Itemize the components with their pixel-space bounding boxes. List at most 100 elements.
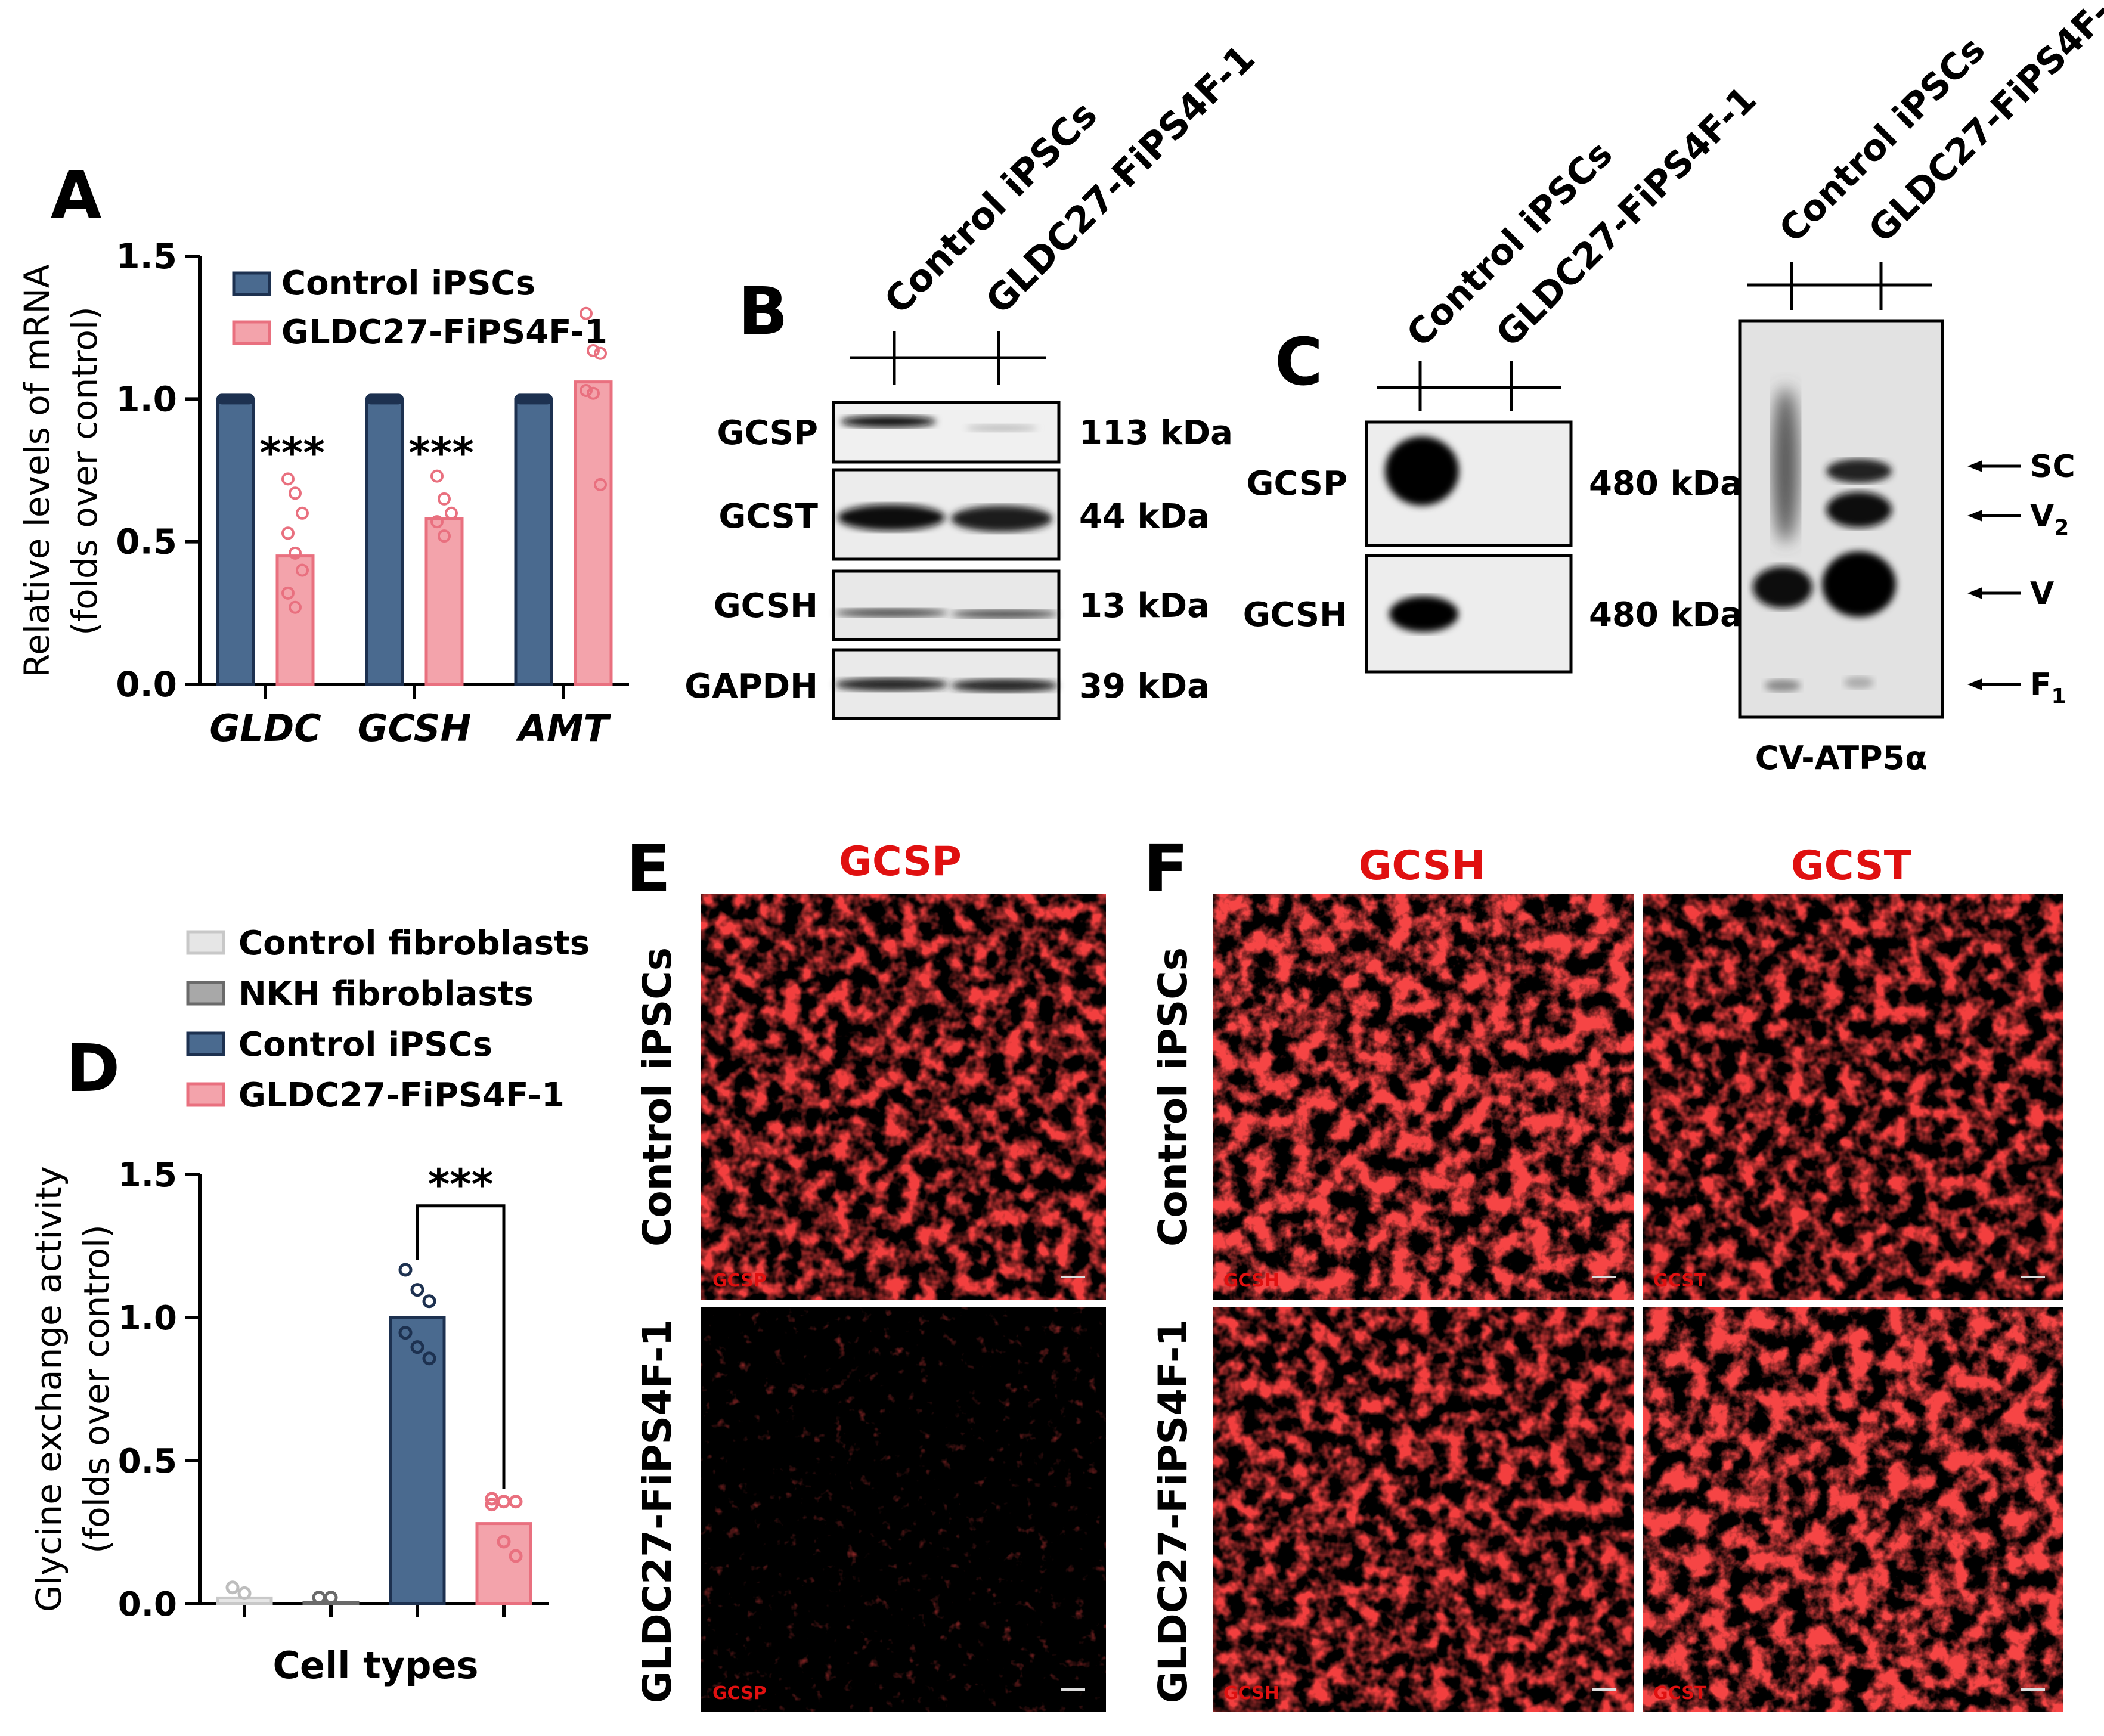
- image-tag: GCSH: [1223, 1683, 1279, 1704]
- fluorescence-image: GCST: [1643, 894, 2063, 1300]
- data-point: [438, 492, 451, 506]
- legend-swatch: [232, 320, 271, 345]
- data-point: [445, 506, 458, 520]
- panel-b-row-labels: GCSP GCST GCSH GAPDH 113 kDa 44 kDa 13 k…: [684, 414, 1233, 706]
- blot-label: GAPDH: [684, 667, 818, 706]
- data-point: [587, 386, 600, 400]
- blot-size: 113 kDa: [1079, 414, 1233, 452]
- x-tick-label: GCSH: [358, 706, 472, 750]
- data-point: [497, 1495, 511, 1509]
- image-tag: GCSP: [712, 1270, 767, 1291]
- panel-c-letter: C: [1275, 324, 1323, 400]
- blot-label: GCSH: [714, 587, 818, 625]
- marker-arrow: V2: [1967, 498, 2069, 540]
- image-tag: GCST: [1653, 1683, 1707, 1704]
- fluorescence-image: GCSP: [701, 894, 1106, 1300]
- native-blot-label: GCSH: [1243, 596, 1347, 634]
- bar: [389, 1316, 446, 1605]
- native-blot-gcsp: [1365, 420, 1573, 547]
- native-blot-label: GCSP: [1247, 464, 1347, 503]
- mrna-bar-chart: 0.0 0.5 1.0 1.5 Relative levels of mRNA (fold…: [17, 236, 629, 750]
- legend-swatch: [232, 271, 271, 296]
- legend-label: Control fibroblasts: [238, 924, 590, 963]
- panel-b-letter: B: [738, 273, 788, 349]
- marker-label: V: [2030, 576, 2054, 612]
- fluorescence-image: GCSH: [1213, 1307, 1634, 1712]
- panel-f-column-title: GCST: [1791, 842, 1912, 889]
- fluorescence-image: GCST: [1643, 1307, 2063, 1712]
- significance-bracket: [416, 1204, 506, 1489]
- bar: [216, 397, 255, 686]
- significance-label: ***: [408, 429, 474, 478]
- legend-label: Control iPSCs: [281, 264, 535, 303]
- y-tick-label: 0.5: [116, 522, 177, 562]
- panel-f-letter: F: [1144, 830, 1188, 907]
- fluorescence-image: GCSH: [1213, 894, 1634, 1300]
- data-point: [430, 469, 444, 483]
- data-point: [398, 1326, 413, 1340]
- blot-label: GCST: [718, 497, 818, 536]
- legend-label: NKH fibroblasts: [238, 975, 534, 1013]
- data-point: [438, 529, 451, 543]
- complex-markers: SC V2 V F1: [1967, 449, 2075, 709]
- panel-c-row-labels: GCSP GCSH 480 kDa 480 kDa: [1243, 464, 1743, 634]
- data-point: [497, 1534, 511, 1549]
- y-tick-label: 0.0: [118, 1585, 177, 1624]
- blot-size: 44 kDa: [1079, 497, 1210, 536]
- y-axis-label: (folds over control): [76, 1224, 117, 1554]
- blot-label: GCSP: [717, 414, 818, 452]
- y-axis-label: Relative levels of mRNA: [17, 264, 57, 677]
- legend-label: Control iPSCs: [238, 1025, 492, 1064]
- marker-arrow: SC: [1967, 449, 2075, 485]
- panel-e-letter: E: [626, 830, 671, 907]
- data-point: [580, 306, 593, 320]
- data-point: [587, 343, 600, 357]
- legend-swatch: [186, 1082, 225, 1107]
- data-point: [410, 1283, 424, 1297]
- bar: [424, 517, 464, 686]
- y-tick-label: 1.5: [116, 236, 177, 277]
- y-tick-label: 1.0: [116, 379, 177, 419]
- complex-v-blot: [1738, 319, 1944, 719]
- data-point: [485, 1492, 499, 1506]
- blot-gapdh: [832, 648, 1061, 720]
- data-point: [485, 1498, 499, 1512]
- legend-swatch: [186, 930, 225, 955]
- marker-label: SC: [2030, 449, 2075, 485]
- panel-d-letter: D: [66, 1030, 120, 1106]
- marker-label: V2: [2030, 498, 2069, 540]
- data-point: [422, 1294, 436, 1309]
- data-point: [296, 506, 309, 520]
- panel-e-column-title: GCSP: [839, 838, 962, 885]
- complex-label: CV-ATP5α: [1755, 739, 1928, 777]
- panel-e-row-label: GLDC27-FiPS4F-1: [634, 1319, 680, 1704]
- glycine-exchange-bar-chart: 0.0 0.5 1.0 1.5 Glycine exchange activity (fo…: [29, 924, 590, 1687]
- y-axis-label: (folds over control): [64, 306, 105, 636]
- data-point: [594, 346, 607, 360]
- y-tick-label: 1.0: [118, 1299, 177, 1338]
- bar: [574, 380, 613, 686]
- data-point: [515, 393, 553, 405]
- data-point: [289, 546, 302, 560]
- legend-swatch: [186, 981, 225, 1006]
- panel-e: E GCSP Control iPSCs GLDC27-FiPS4F-1 GCS…: [626, 830, 1106, 1712]
- native-blot-size: 480 kDa: [1589, 464, 1743, 503]
- legend-swatch: [186, 1031, 225, 1056]
- legend-label: GLDC27-FiPS4F-1: [281, 313, 608, 352]
- native-blot-gcsh: [1365, 554, 1573, 674]
- significance-label: ***: [428, 1160, 494, 1209]
- panel-f-row-label: Control iPSCs: [1150, 947, 1196, 1247]
- bar: [365, 397, 404, 686]
- y-tick-label: 1.5: [118, 1156, 177, 1195]
- panel-a: A 0.0 0.5 1.0 1.5 Relative levels of mRNA (fo…: [17, 157, 629, 750]
- panel-f: F GCSH GCST Control iPSCs GLDC27-FiPS4F-…: [1144, 830, 2063, 1712]
- panel-b: B Control iPSCs GLDC27-FiPS4F-1: [684, 36, 1263, 720]
- panel-c-lane-ticks-cv: [1747, 262, 1932, 310]
- panel-b-lane-ticks: [850, 331, 1046, 385]
- significance-label: ***: [259, 429, 325, 478]
- bar: [275, 554, 315, 686]
- y-tick-label: 0.0: [116, 664, 177, 705]
- marker-arrow: F1: [1967, 667, 2066, 709]
- blot-size: 39 kDa: [1079, 667, 1210, 706]
